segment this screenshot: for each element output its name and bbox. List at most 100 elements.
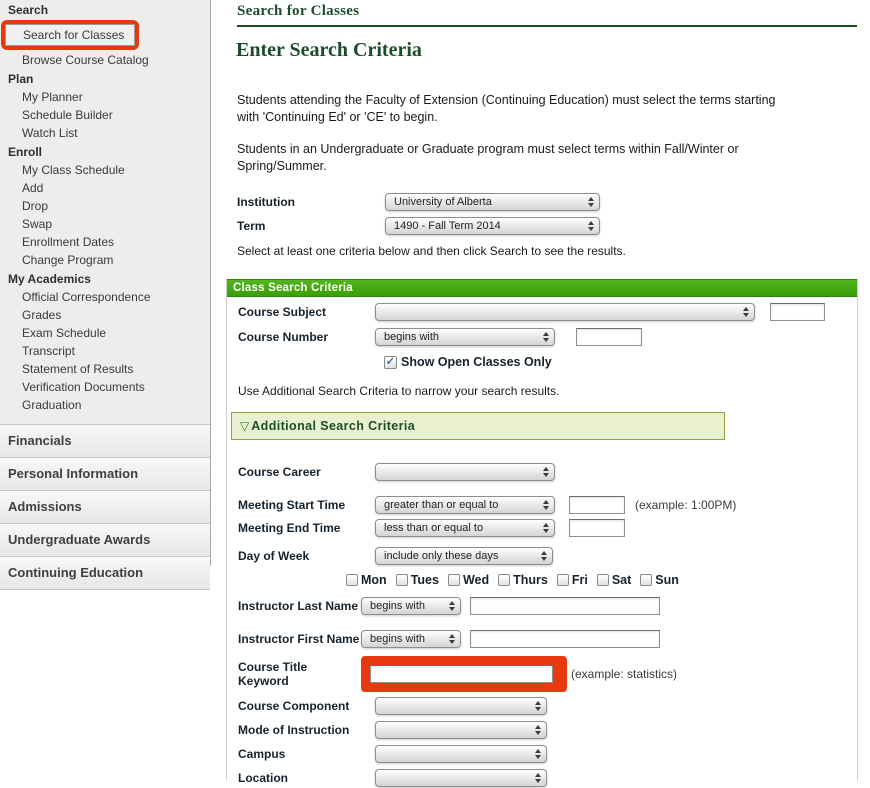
meeting-end-operator-select[interactable]: less than or equal to [375, 519, 555, 537]
show-open-classes-checkbox[interactable]: ✓ [384, 354, 397, 369]
course-title-label: Course Title Keyword [238, 660, 308, 688]
sidebar-item-grades[interactable]: Grades [22, 308, 62, 322]
course-career-select[interactable] [375, 463, 555, 481]
instructor-last-input[interactable] [470, 597, 660, 615]
tues-checkbox[interactable] [395, 574, 408, 586]
instructor-first-operator-value: begins with [370, 633, 426, 645]
select-arrows-icon [543, 523, 549, 533]
sidebar-item-my-class-schedule[interactable]: My Class Schedule [22, 163, 125, 177]
annotation-box-search-for-classes: Search for Classes [1, 20, 140, 50]
term-label: Term [237, 219, 266, 233]
select-arrows-icon [449, 634, 455, 644]
meeting-start-operator-select[interactable]: greater than or equal to [375, 496, 555, 514]
sidebar-item-verification-documents[interactable]: Verification Documents [22, 380, 145, 394]
sidebar-item-schedule-builder[interactable]: Schedule Builder [22, 108, 113, 122]
annotation-box-course-title [361, 656, 567, 692]
sidebar-section-personal-information[interactable]: Personal Information [0, 457, 210, 490]
meeting-time-example: (example: 1:00PM) [635, 498, 737, 512]
course-title-example: (example: statistics) [571, 667, 678, 681]
sidebar-item-search-for-classes[interactable]: Search for Classes [5, 24, 136, 46]
mon-checkbox[interactable] [346, 574, 358, 586]
instructor-first-operator-select[interactable]: begins with [361, 630, 461, 648]
additional-search-criteria-label: Additional Search Criteria [251, 419, 416, 433]
sat-label: Sat [611, 573, 632, 587]
sidebar-item-transcript[interactable]: Transcript [22, 344, 75, 358]
mode-of-instruction-row: Mode of Instruction [227, 720, 857, 740]
select-arrows-icon [543, 500, 549, 510]
sidebar-section-admissions[interactable]: Admissions [0, 490, 210, 523]
day-of-week-row: Day of Week include only these days [227, 546, 857, 566]
course-title-input[interactable] [370, 665, 553, 683]
sidebar-item-graduation[interactable]: Graduation [22, 398, 82, 412]
thurs-checkbox[interactable] [498, 574, 511, 586]
campus-select[interactable] [375, 745, 547, 763]
show-open-classes-label: Show Open Classes Only [401, 355, 552, 369]
course-component-select[interactable] [375, 697, 547, 715]
select-arrows-icon [543, 332, 549, 342]
institution-select[interactable]: University of Alberta [385, 193, 600, 211]
sidebar-section-undergraduate-awards[interactable]: Undergraduate Awards [0, 523, 210, 556]
class-search-criteria-box: Class Search Criteria Course Subject Cou… [226, 279, 858, 787]
meeting-end-operator-value: less than or equal to [384, 522, 484, 534]
location-select[interactable] [375, 769, 547, 787]
sidebar-item-enrollment-dates[interactable]: Enrollment Dates [22, 235, 115, 249]
sun-checkbox[interactable] [640, 574, 653, 586]
criteria-header-bar: Class Search Criteria [227, 279, 857, 297]
mon-label: Mon [361, 573, 387, 587]
main-content: Search for Classes Enter Search Criteria… [226, 0, 858, 787]
sidebar-section-financials[interactable]: Financials [0, 424, 210, 457]
sidebar-nav: Search Search for Classes Browse Course … [0, 0, 211, 590]
sidebar-section-continuing-education[interactable]: Continuing Education [0, 556, 210, 589]
sidebar-item-exam-schedule[interactable]: Exam Schedule [22, 326, 107, 340]
fri-checkbox[interactable] [556, 574, 569, 586]
meeting-start-time-input[interactable] [569, 496, 625, 514]
course-component-row: Course Component [227, 696, 857, 716]
course-title-row: Course Title Keyword (example: statistic… [227, 656, 857, 692]
thurs-label: Thurs [513, 573, 548, 587]
sidebar-item-official-correspondence[interactable]: Official Correspondence [22, 290, 151, 304]
instructor-first-input[interactable] [470, 630, 660, 648]
fri-label: Fri [571, 573, 588, 587]
select-arrows-icon [543, 467, 549, 477]
select-arrows-icon [743, 307, 749, 317]
checkmark-icon: ✓ [385, 354, 396, 368]
mode-of-instruction-select[interactable] [375, 721, 547, 739]
day-of-week-operator-select[interactable]: include only these days [375, 547, 553, 565]
sidebar-item-change-program[interactable]: Change Program [22, 253, 114, 267]
sidebar-item-watch-list[interactable]: Watch List [22, 126, 78, 140]
sidebar-item-swap[interactable]: Swap [22, 217, 53, 231]
sidebar-item-my-planner[interactable]: My Planner [22, 90, 83, 104]
course-number-row: Course Number begins with [227, 327, 857, 347]
sidebar-group-enroll: Enroll [8, 145, 43, 159]
day-of-week-operator-value: include only these days [384, 550, 499, 562]
course-subject-select[interactable] [375, 303, 755, 321]
course-subject-code-input[interactable] [770, 303, 825, 321]
sidebar-item-add[interactable]: Add [22, 181, 44, 195]
instructor-last-operator-select[interactable]: begins with [361, 597, 461, 615]
section-title: Enter Search Criteria [236, 39, 422, 61]
course-subject-row: Course Subject [227, 302, 857, 322]
select-arrows-icon [535, 701, 541, 711]
sidebar-group-plan: Plan [8, 72, 34, 86]
course-number-operator-select[interactable]: begins with [375, 328, 555, 346]
page-title: Search for Classes [237, 3, 360, 19]
sat-checkbox[interactable] [596, 574, 609, 586]
sidebar-item-drop[interactable]: Drop [22, 199, 49, 213]
meeting-end-time-input[interactable] [569, 519, 625, 537]
sidebar-item-statement-of-results[interactable]: Statement of Results [22, 362, 134, 376]
sidebar-item-browse-course-catalog[interactable]: Browse Course Catalog [22, 53, 149, 67]
select-arrows-icon [449, 601, 455, 611]
select-arrows-icon [588, 197, 594, 207]
term-select[interactable]: 1490 - Fall Term 2014 [385, 217, 600, 235]
institution-selected-value: University of Alberta [394, 196, 492, 208]
course-component-label: Course Component [238, 699, 350, 713]
additional-search-criteria-toggle[interactable]: ▽ Additional Search Criteria [231, 412, 725, 440]
select-arrows-icon [535, 725, 541, 735]
title-rule [237, 25, 857, 27]
mode-of-instruction-label: Mode of Instruction [238, 723, 350, 737]
course-number-input[interactable] [576, 328, 642, 346]
course-subject-label: Course Subject [238, 305, 327, 319]
instructor-last-operator-value: begins with [370, 600, 426, 612]
wed-checkbox[interactable] [447, 574, 460, 586]
note-undergrad: Students in an Undergraduate or Graduate… [237, 142, 739, 173]
